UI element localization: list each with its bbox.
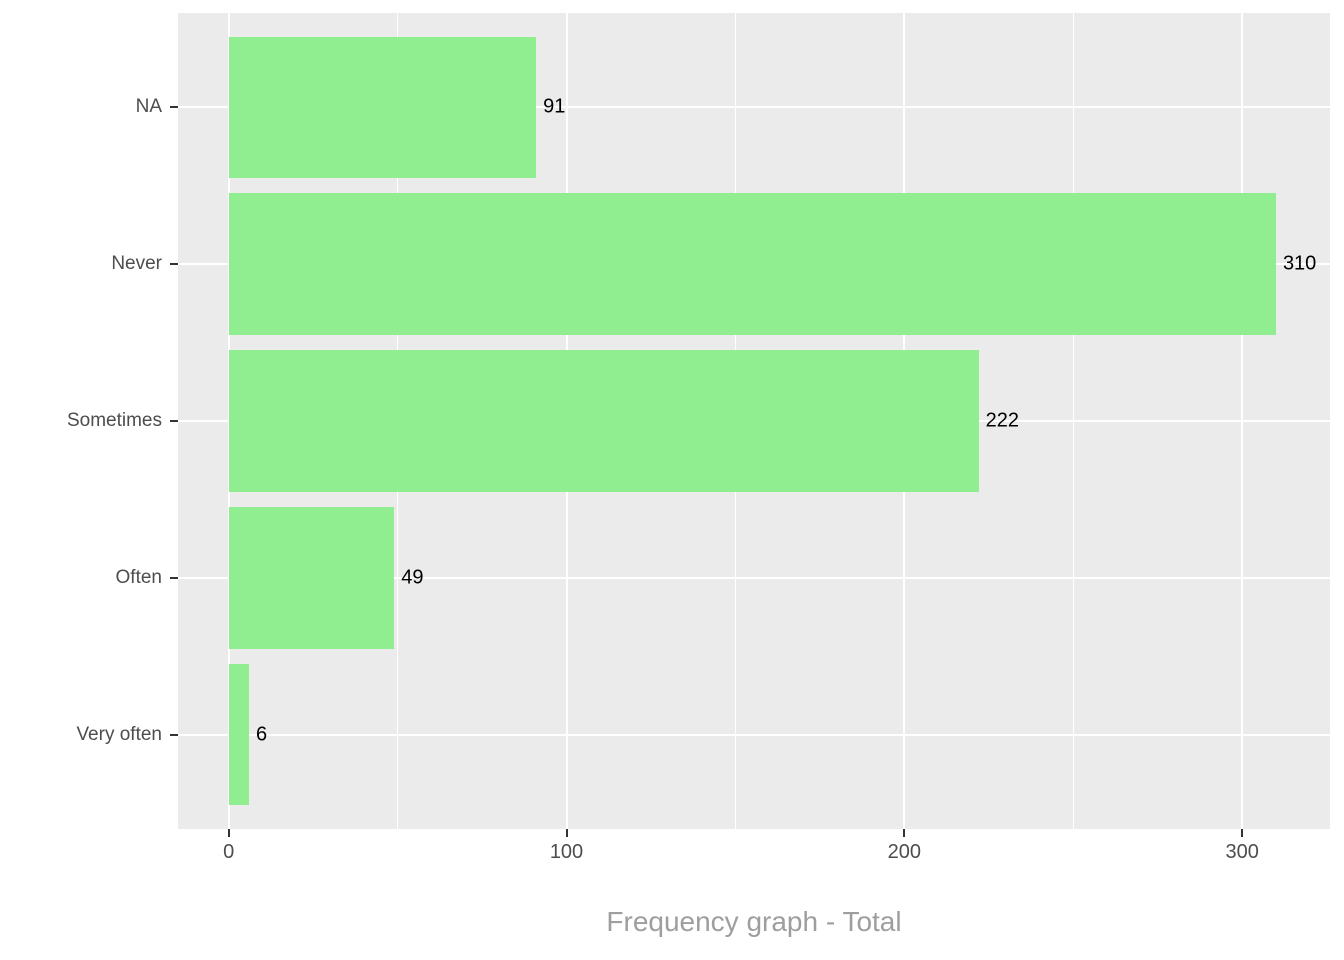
y-tick-label-often: Often: [115, 566, 162, 588]
major-gridline-y: [178, 576, 1330, 579]
bar-very-often: [228, 664, 249, 806]
bar-value-label: 91: [543, 95, 566, 118]
y-tick-mark: [170, 733, 178, 736]
bar-often: [228, 507, 395, 649]
bar-value-label: 222: [985, 409, 1020, 432]
y-tick-mark: [170, 263, 178, 266]
major-gridline-y: [178, 733, 1330, 736]
major-gridline-y: [178, 106, 1330, 109]
x-tick-label-300: 300: [1225, 841, 1259, 863]
chart-title: Frequency graph - Total: [606, 906, 902, 937]
bar-value-label: 49: [401, 566, 424, 589]
y-tick-mark: [170, 106, 178, 109]
y-tick-label-na: NA: [135, 96, 162, 118]
y-tick-label-very-often: Very often: [76, 723, 162, 745]
chart-panel: 91 310 222 49 6: [178, 13, 1330, 829]
x-tick-mark: [565, 829, 568, 837]
bar-na: [228, 36, 537, 178]
x-tick-label-200: 200: [887, 841, 922, 863]
y-tick-mark: [170, 576, 178, 579]
y-tick-label-never: Never: [111, 253, 162, 275]
x-tick-mark: [1241, 829, 1244, 837]
bar-value-label: 6: [255, 723, 268, 746]
x-tick-mark: [227, 829, 230, 837]
x-tick-mark: [903, 829, 906, 837]
x-tick-label-0: 0: [223, 841, 235, 863]
y-tick-mark: [170, 420, 178, 422]
x-tick-label-100: 100: [549, 841, 584, 863]
y-tick-label-sometimes: Sometimes: [66, 410, 162, 431]
bar-value-label: 310: [1282, 252, 1317, 275]
bar-sometimes: [228, 350, 979, 492]
bar-never: [228, 193, 1276, 335]
